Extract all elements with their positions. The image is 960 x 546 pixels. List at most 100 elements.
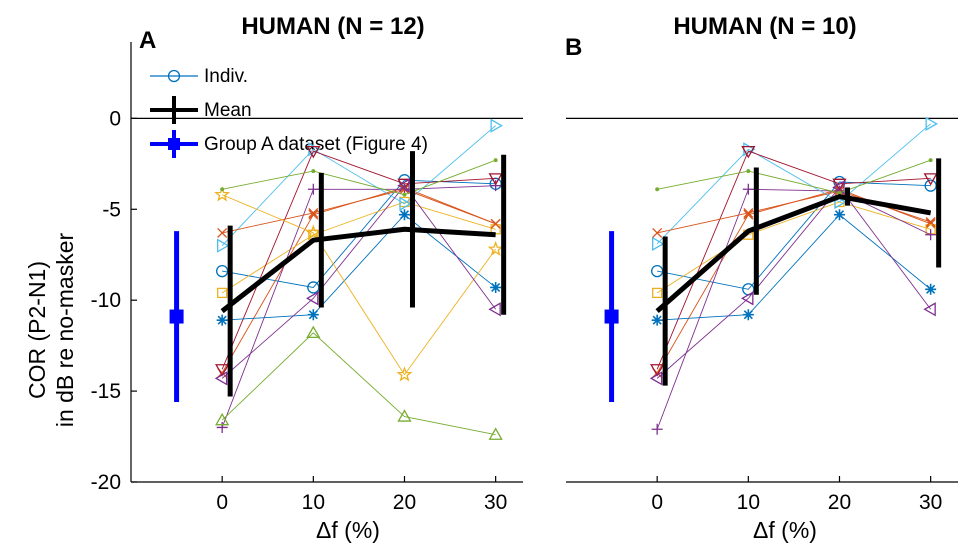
panel-a-indiv-point-7 bbox=[488, 173, 503, 186]
panel-a-indiv-point-6 bbox=[399, 196, 412, 211]
panel-a-indiv-line-4 bbox=[221, 185, 496, 428]
panel-b-x-tick-label: 10 bbox=[737, 491, 760, 514]
panel-a-indiv-point-9 bbox=[217, 227, 228, 238]
panel-a-indiv-line-5 bbox=[221, 332, 496, 436]
panel-b-x-axis-label: Δf (%) bbox=[753, 517, 817, 543]
panel-a-indiv-point-9 bbox=[308, 207, 319, 218]
legend-indiv-label: Indiv. bbox=[204, 66, 248, 87]
panel-b-indiv-point-8 bbox=[652, 227, 663, 238]
legend-indiv-marker bbox=[167, 69, 181, 83]
panel-a-indiv-point-11 bbox=[306, 291, 319, 306]
panel-a-indiv-point-3 bbox=[217, 287, 228, 299]
panel-a-y-tick-label: -10 bbox=[91, 289, 121, 312]
panel-a-indiv-point-11 bbox=[488, 302, 501, 317]
panel-b-x-tick-label: 0 bbox=[651, 491, 663, 514]
panel-b-indiv-line-7 bbox=[657, 214, 931, 321]
panel-a-indiv-point-12 bbox=[493, 158, 498, 163]
y-axis-label-line2: in dB re no-masker bbox=[52, 233, 78, 428]
panel-b-letter: B bbox=[565, 34, 582, 61]
panel-a-indiv-line-3 bbox=[221, 201, 496, 294]
panel-b-group-a-marker bbox=[604, 309, 619, 324]
panel-b-indiv-point-4 bbox=[651, 423, 663, 435]
panel-a-mean-line bbox=[220, 226, 496, 314]
y-axis-label-line1: COR (P2-N1) bbox=[24, 261, 50, 399]
panel-b-indiv-line-1 bbox=[657, 181, 931, 290]
panel-a-group-a-marker bbox=[169, 309, 184, 324]
panel-b-indiv-point-8 bbox=[925, 217, 936, 227]
panel-b-indiv-point-4 bbox=[925, 229, 937, 241]
panel-b-indiv-point-6 bbox=[650, 364, 665, 377]
panel-a-y-tick-label: 0 bbox=[109, 107, 121, 130]
panel-a-indiv-point-8 bbox=[398, 209, 410, 221]
panel-a-indiv-point-10 bbox=[396, 366, 413, 382]
panel-a-indiv-point-11 bbox=[214, 371, 228, 386]
panel-a-x-tick-label: 20 bbox=[393, 491, 416, 514]
panel-a-y-tick-label: -15 bbox=[91, 380, 121, 403]
panel-b-indiv-point-9 bbox=[832, 180, 845, 195]
panel-b-indiv-line-9 bbox=[656, 186, 932, 379]
panel-a-plot: 0 10 20 30 0 -5 -10 -15 -20 bbox=[91, 42, 523, 514]
panel-a-indiv-line-7 bbox=[221, 150, 496, 370]
panel-b-indiv-point-6 bbox=[923, 173, 938, 186]
panel-b-indiv-line-5 bbox=[656, 123, 931, 245]
panel-a-indiv-point-7 bbox=[215, 364, 230, 377]
legend: Indiv. Mean Group A dataset (Figure 4) bbox=[150, 66, 428, 158]
panel-b-indiv-point-10 bbox=[928, 158, 933, 163]
panel-a-indiv-point-8 bbox=[307, 309, 319, 321]
panel-a-indiv-point-7 bbox=[306, 145, 321, 159]
panel-a-indiv-line-6 bbox=[221, 125, 496, 246]
panel-a-indiv-point-5 bbox=[397, 409, 412, 422]
panel-a-indiv-point-12 bbox=[402, 192, 407, 197]
panel-b-indiv-point-7 bbox=[742, 309, 754, 321]
panel-b-x-tick-label: 20 bbox=[828, 491, 851, 514]
panel-a-x-tick-label: 0 bbox=[216, 491, 228, 514]
panel-a-indiv-point-8 bbox=[216, 314, 228, 326]
panel-a-indiv-point-5 bbox=[488, 427, 503, 440]
panel-b-indiv-point-7 bbox=[833, 209, 845, 221]
panel-a-y-tick-label: -20 bbox=[91, 471, 121, 494]
panel-a-x-tick-label: 10 bbox=[302, 491, 325, 514]
panel-b-indiv-point-8 bbox=[743, 207, 754, 218]
panel-b-indiv-line-3 bbox=[656, 201, 931, 294]
panel-b-indiv-point-5 bbox=[925, 116, 938, 131]
panel-b-mean-line bbox=[655, 194, 932, 313]
panel-b-indiv-line-6 bbox=[656, 150, 931, 370]
panel-b-indiv-point-9 bbox=[923, 302, 936, 317]
panel-a-indiv-point-11 bbox=[397, 178, 410, 193]
panel-a-indiv-point-2 bbox=[308, 209, 319, 220]
panel-a-indiv-point-10 bbox=[214, 186, 231, 202]
panel-a-indiv-point-12 bbox=[220, 187, 225, 192]
panel-a-indiv-line-11 bbox=[221, 184, 497, 379]
legend-mean-label: Mean bbox=[204, 100, 252, 121]
panel-a-indiv-point-10 bbox=[487, 240, 504, 257]
panel-a-indiv-line-8 bbox=[222, 214, 496, 321]
panel-b-indiv-line-4 bbox=[656, 188, 931, 430]
panel-b-title: HUMAN (N = 10) bbox=[673, 13, 856, 40]
panel-b-indiv-point-2 bbox=[743, 209, 754, 220]
panel-a-indiv-line-10 bbox=[221, 194, 497, 376]
panel-b-indiv-point-10 bbox=[746, 169, 751, 174]
panel-a-indiv-point-5 bbox=[306, 325, 321, 339]
legend-group-a-marker bbox=[168, 138, 180, 150]
panel-a-indiv-point-6 bbox=[490, 118, 503, 133]
panel-b-indiv-point-9 bbox=[741, 291, 754, 306]
panel-b-indiv-point-7 bbox=[925, 283, 937, 295]
panel-b-plot: 0 10 20 30 bbox=[566, 116, 958, 514]
panel-a-indiv-point-5 bbox=[215, 412, 230, 426]
panel-b-indiv-point-3 bbox=[652, 287, 663, 299]
panel-b-indiv-point-5 bbox=[652, 236, 665, 251]
panel-a-indiv-point-4 bbox=[307, 183, 319, 195]
panel-a-indiv-point-4 bbox=[216, 421, 228, 433]
panel-a-indiv-point-8 bbox=[490, 281, 502, 293]
panel-a-letter: A bbox=[139, 27, 156, 54]
panel-a-indiv-line-9 bbox=[222, 188, 496, 234]
panel-a-title: HUMAN (N = 12) bbox=[241, 13, 424, 40]
panel-b-indiv-point-4 bbox=[742, 183, 754, 195]
panel-b-x-tick-label: 30 bbox=[919, 491, 942, 514]
panel-a-indiv-point-6 bbox=[217, 238, 230, 253]
panel-a-indiv-line-12 bbox=[222, 159, 496, 196]
panel-a-indiv-point-10 bbox=[305, 224, 322, 240]
panel-b-indiv-point-6 bbox=[832, 178, 847, 192]
panel-b-indiv-point-6 bbox=[741, 145, 756, 159]
